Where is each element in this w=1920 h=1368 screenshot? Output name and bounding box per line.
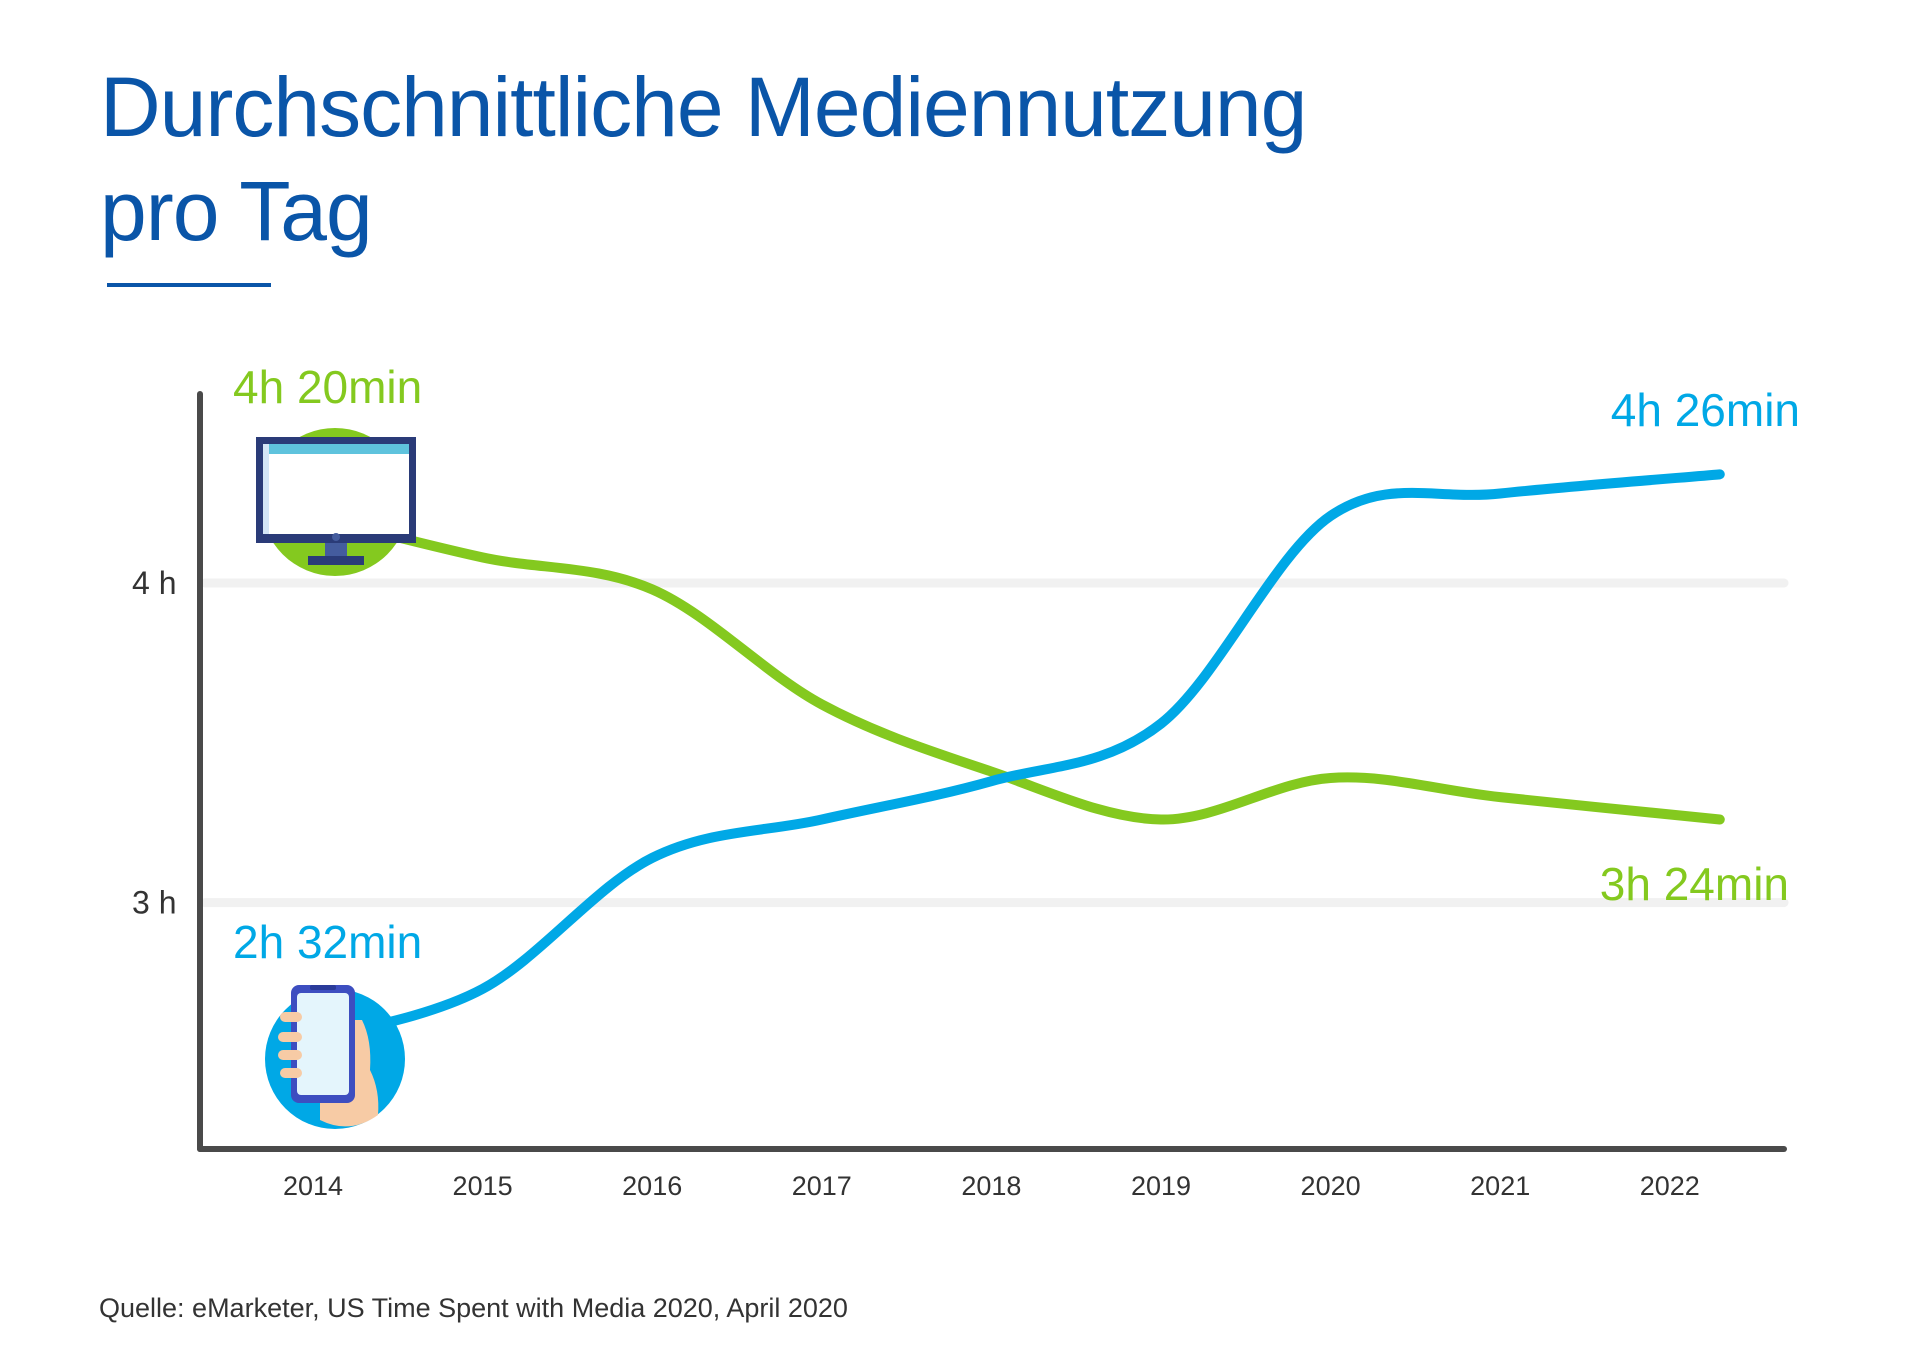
source-note: Quelle: eMarketer, US Time Spent with Me… bbox=[99, 1293, 848, 1323]
tv-monitor-icon bbox=[256, 428, 416, 576]
mobile-end-label: 4h 26min bbox=[1611, 384, 1800, 436]
x-tick-label: 2015 bbox=[453, 1171, 513, 1201]
x-tick-label: 2018 bbox=[961, 1171, 1021, 1201]
y-tick-label: 4 h bbox=[132, 565, 176, 601]
smartphone-hand-icon bbox=[265, 985, 405, 1129]
x-tick-label: 2020 bbox=[1301, 1171, 1361, 1201]
series-line-mobile bbox=[308, 469, 1725, 1046]
x-tick-label: 2014 bbox=[283, 1171, 343, 1201]
tv-end-label: 3h 24min bbox=[1600, 858, 1789, 910]
chart-title: Durchschnittliche Mediennutzung pro Tag bbox=[100, 55, 1307, 263]
x-tick-label: 2022 bbox=[1640, 1171, 1700, 1201]
x-tick-label: 2019 bbox=[1131, 1171, 1191, 1201]
mobile-start-label: 2h 32min bbox=[233, 916, 422, 968]
title-line-1: Durchschnittliche Mediennutzung bbox=[100, 60, 1307, 154]
x-tick-label: 2017 bbox=[792, 1171, 852, 1201]
title-line-2: pro Tag bbox=[100, 164, 373, 258]
title-underline bbox=[107, 283, 271, 287]
x-tick-label: 2016 bbox=[622, 1171, 682, 1201]
tv-start-label: 4h 20min bbox=[233, 361, 422, 413]
x-tick-label: 2021 bbox=[1470, 1171, 1530, 1201]
y-tick-label: 3 h bbox=[132, 885, 176, 921]
